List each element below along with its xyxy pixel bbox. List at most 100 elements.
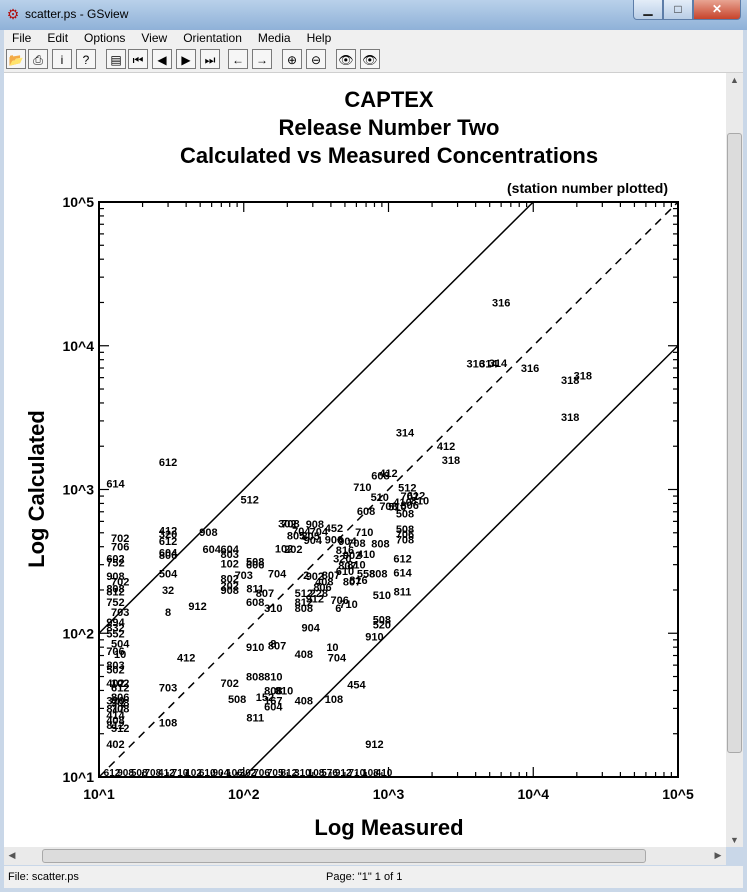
station-point-label: 904 bbox=[302, 622, 321, 634]
close-button[interactable]: ✕ bbox=[693, 0, 741, 20]
eye-dots-icon[interactable]: 👁 bbox=[360, 49, 380, 69]
station-point-label: 314 bbox=[489, 358, 508, 370]
station-point-label: 2 bbox=[303, 570, 309, 582]
station-point-label: 703 bbox=[159, 682, 177, 694]
station-point-label: 706 bbox=[106, 646, 124, 658]
printer-icon[interactable]: ⎙ bbox=[28, 49, 48, 69]
station-point-label: 612 bbox=[407, 490, 425, 502]
station-point-label: 412 bbox=[177, 652, 195, 664]
station-point-label: 314 bbox=[396, 427, 415, 439]
next-page-icon[interactable]: ▶ bbox=[176, 49, 196, 69]
station-point-label: 708 bbox=[111, 703, 129, 715]
station-point-label: 410 bbox=[393, 497, 411, 509]
station-point-label: 706 bbox=[331, 595, 349, 607]
menu-media[interactable]: Media bbox=[257, 31, 291, 45]
station-point-label: 910 bbox=[365, 631, 383, 643]
back-icon[interactable]: ← bbox=[228, 49, 248, 69]
station-point-label: 811 bbox=[246, 712, 264, 724]
last-page-icon[interactable]: ⏭ bbox=[200, 49, 220, 69]
station-point-label: 310 bbox=[264, 603, 282, 615]
scroll-up-icon[interactable]: ▲ bbox=[730, 75, 739, 85]
help-icon[interactable]: ? bbox=[76, 49, 96, 69]
x-tick-label: 10^2 bbox=[228, 786, 260, 802]
gsview-app-icon[interactable]: ⚙ bbox=[6, 6, 20, 22]
menu-edit[interactable]: Edit bbox=[47, 31, 69, 45]
station-point-label: 812 bbox=[106, 720, 124, 732]
station-point-label: 704 bbox=[310, 527, 329, 539]
station-point-label: 316 bbox=[492, 297, 510, 309]
station-point-label: 902 bbox=[306, 571, 324, 583]
station-point-label: 604 bbox=[264, 701, 283, 713]
station-point-label: 558 bbox=[357, 569, 375, 581]
station-point-label: 703 bbox=[235, 570, 253, 582]
station-point-label: 708 bbox=[144, 768, 161, 779]
station-point-label: 906 bbox=[325, 534, 343, 546]
station-point-label: 302 bbox=[278, 519, 296, 531]
x-tick-label: 10^1 bbox=[83, 786, 115, 802]
y-tick-label: 10^5 bbox=[62, 194, 94, 210]
station-point-label: 508 bbox=[246, 557, 264, 569]
vertical-scroll-thumb[interactable] bbox=[727, 133, 742, 753]
chart-subtitle: (station number plotted) bbox=[507, 180, 668, 196]
station-point-label: 904 bbox=[212, 768, 229, 779]
station-point-label: 612 bbox=[393, 554, 411, 566]
station-point-label: 108 bbox=[308, 768, 325, 779]
station-point-label: 705 bbox=[267, 768, 284, 779]
y-tick-label: 10^4 bbox=[62, 338, 94, 354]
scroll-left-icon[interactable]: ◀ bbox=[8, 850, 16, 860]
station-point-label: 408 bbox=[315, 576, 333, 588]
station-point-label: 202 bbox=[284, 544, 302, 556]
station-point-label: 412 bbox=[158, 768, 175, 779]
station-point-label: 807 bbox=[338, 561, 356, 573]
station-point-label: 402 bbox=[106, 678, 124, 690]
station-point-label: 228 bbox=[310, 588, 328, 600]
prev-page-icon[interactable]: ◀ bbox=[152, 49, 172, 69]
document-view[interactable]: CAPTEX Release Number Two Calculated vs Me… bbox=[4, 73, 726, 847]
menu-help[interactable]: Help bbox=[306, 31, 332, 45]
station-point-label: 904 bbox=[304, 535, 323, 547]
factor-ten-lower-line bbox=[243, 344, 678, 777]
station-point-label: 811 bbox=[246, 583, 264, 595]
page-select-icon[interactable]: ▤ bbox=[106, 49, 126, 69]
station-point-label: 510 bbox=[373, 590, 391, 602]
station-point-label: 808 bbox=[295, 603, 313, 615]
station-point-label: 410 bbox=[376, 768, 393, 779]
station-point-label: 408 bbox=[295, 649, 313, 661]
toolbar: 📂 ⎙ i? ▤ ⏮ ◀ ▶ ⏭ ← → ⊕ ⊖ 👁 👁 bbox=[4, 46, 743, 73]
station-point-label: 994 bbox=[106, 617, 125, 629]
station-point-label: 612 bbox=[104, 768, 121, 779]
station-point-label: 912 bbox=[306, 593, 324, 605]
info-icon[interactable]: i bbox=[52, 49, 72, 69]
forward-icon[interactable]: → bbox=[252, 49, 272, 69]
station-point-label: 706 bbox=[253, 768, 270, 779]
station-point-label: 708 bbox=[347, 538, 365, 550]
horizontal-scrollbar[interactable]: ◀ ▶ bbox=[4, 847, 726, 865]
station-point-label: 8 bbox=[165, 607, 171, 619]
station-point-label: 706 bbox=[111, 542, 129, 554]
horizontal-scroll-thumb[interactable] bbox=[42, 849, 646, 863]
station-point-label: 604 bbox=[221, 544, 240, 556]
vertical-scrollbar[interactable]: ▲ ▼ bbox=[726, 73, 743, 847]
menu-options[interactable]: Options bbox=[84, 31, 126, 45]
maximize-button[interactable]: □ bbox=[663, 0, 693, 20]
menu-file[interactable]: File bbox=[12, 31, 32, 45]
scroll-right-icon[interactable]: ▶ bbox=[714, 850, 722, 860]
zoom-in-icon[interactable]: ⊕ bbox=[282, 49, 302, 69]
minimize-button[interactable]: ▁ bbox=[633, 0, 663, 20]
station-point-label: 708 bbox=[281, 519, 299, 531]
station-point-label: 610 bbox=[199, 768, 216, 779]
menu-bar: File Edit Options View Orientation Media… bbox=[4, 30, 743, 46]
first-page-icon[interactable]: ⏮ bbox=[128, 49, 148, 69]
scroll-down-icon[interactable]: ▼ bbox=[730, 835, 739, 845]
station-point-label: 812 bbox=[295, 597, 313, 609]
station-point-label: 202 bbox=[221, 580, 239, 592]
menu-view[interactable]: View bbox=[141, 31, 168, 45]
open-folder-icon[interactable]: 📂 bbox=[6, 49, 26, 69]
zoom-out-icon[interactable]: ⊖ bbox=[306, 49, 326, 69]
station-point-label: 702 bbox=[111, 533, 129, 545]
station-point-label: 102 bbox=[185, 768, 202, 779]
menu-orientation[interactable]: Orientation bbox=[183, 31, 242, 45]
station-point-label: 318 bbox=[561, 375, 579, 387]
station-point-label: 806 bbox=[313, 582, 331, 594]
eye-abc-icon[interactable]: 👁 bbox=[336, 49, 356, 69]
